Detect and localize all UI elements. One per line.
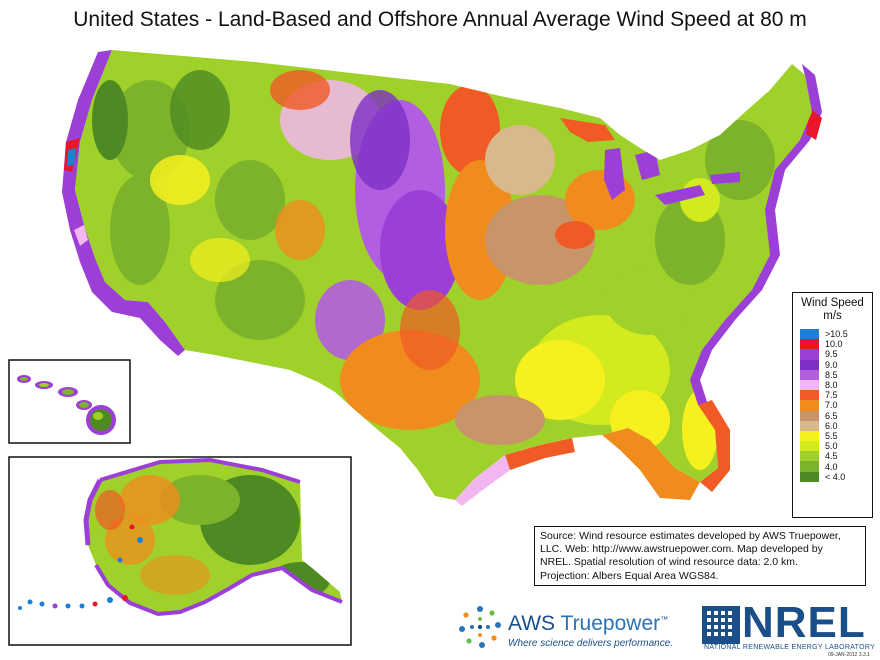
hawaii-islands [17,375,116,435]
legend-label: 7.5 [825,390,838,401]
legend-row: 4.5 [800,451,872,462]
legend-row: 7.0 [800,400,872,411]
legend-label: 9.0 [825,359,838,370]
legend-swatch [800,390,819,401]
aws-name-part1: AWS [508,612,561,635]
legend-label: 5.0 [825,441,838,452]
legend-units: m/s [823,310,842,322]
legend-swatch [800,349,819,360]
nrel-name: NREL [742,598,866,647]
wind-speed-legend: Wind Speed m/s >10.5 10.0 9.5 9.0 8.5 8.0 7.5 7… [792,292,873,518]
legend-swatch [800,369,819,380]
legend-label: 4.5 [825,451,838,462]
legend-label: 7.0 [825,400,838,411]
legend-row: 5.0 [800,441,872,452]
source-line: Projection: Albers Equal Area WGS84. [540,569,719,582]
nrel-globe-icon [702,606,740,644]
legend-row: 7.5 [800,390,872,401]
aws-name: AWS Truepower™ [508,612,668,636]
offshore-band-gulf [455,400,730,506]
legend-label: 10.0 [825,339,843,350]
legend-row: 8.5 [800,369,872,380]
alaska-land [86,460,342,614]
legend-row: 6.0 [800,420,872,431]
legend-swatch [800,451,819,462]
legend-swatch [800,400,819,411]
legend-swatch [800,471,819,482]
map-title: United States - Land-Based and Offshore … [73,8,807,31]
legend-row: 4.0 [800,461,872,472]
legend-row: 9.5 [800,349,872,360]
alaska-coast [18,457,343,617]
aws-truepower-logo: AWS Truepower™ Where science delivers pe… [458,605,698,653]
legend-row: 5.5 [800,430,872,442]
aws-tagline: Where science delivers performance. [508,638,674,649]
legend-label: 6.5 [825,410,838,421]
source-line: LLC. Web: http://www.awstruepower.com. M… [540,543,823,556]
legend-swatch [800,430,819,442]
legend-swatch [800,359,819,370]
nrel-subtitle: NATIONAL RENEWABLE ENERGY LABORATORY [704,644,876,651]
legend-row: < 4.0 [800,471,872,482]
legend-swatch [800,410,819,421]
legend-title: Wind Speed [801,297,864,309]
legend-rows: >10.5 10.0 9.5 9.0 8.5 8.0 7.5 7.0 6.5 6.0 5.5 5.0 4… [793,329,872,482]
legend-row: >10.5 [800,329,872,340]
nrel-logo: NREL NATIONAL RENEWABLE ENERGY LABORATOR… [702,598,876,656]
aws-trademark: ™ [660,615,669,624]
legend-label: 8.5 [825,369,838,380]
legend-label: 9.5 [825,349,838,360]
aws-burst-icon [459,606,501,648]
hawaii-inset [8,359,131,444]
source-line: NREL. Spatial resolution of wind resourc… [540,556,798,569]
legend-row: 9.0 [800,359,872,370]
legend-label: 5.5 [825,430,838,441]
source-line: Source: Wind resource estimates develope… [540,530,841,542]
datestamp: 09-JAN-2012 3.3.1 [828,652,870,658]
legend-label: >10.5 [825,329,848,340]
legend-row: 6.5 [800,410,872,421]
legend-swatch [800,441,819,452]
legend-swatch [800,379,819,391]
legend-swatch [800,420,819,431]
legend-label: 8.0 [825,380,838,391]
legend-swatch [800,329,819,340]
legend-label: 6.0 [825,420,838,431]
legend-label: 4.0 [825,461,838,472]
offshore-band-pacific [62,50,185,356]
legend-swatch [800,339,819,350]
aws-name-part2: Truepower [560,612,661,635]
source-box: Source: Wind resource estimates develope… [534,526,866,586]
legend-row: 10.0 [800,339,872,350]
legend-label: < 4.0 [825,471,846,482]
legend-row: 8.0 [800,379,872,391]
legend-swatch [800,461,819,472]
